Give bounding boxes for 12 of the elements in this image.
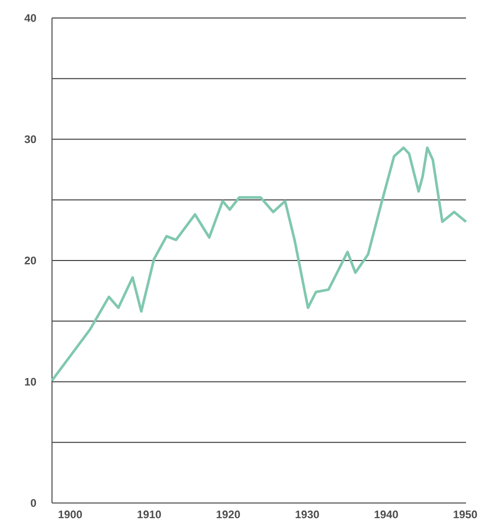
x-tick-label: 1930 <box>296 510 319 518</box>
x-tick-label: 1900 <box>58 510 82 518</box>
y-tick-label: 30 <box>24 135 36 144</box>
x-tick-label: 1940 <box>374 510 398 518</box>
y-tick-label: 10 <box>24 378 36 386</box>
x-tick-label: 1920 <box>216 510 240 518</box>
line-series <box>50 146 468 382</box>
y-tick-label: 0 <box>30 499 36 507</box>
x-tick-label: 1950 <box>454 510 477 518</box>
y-tick-label: 20 <box>24 256 36 264</box>
x-tick-label: 1910 <box>138 510 161 518</box>
y-tick-label: 40 <box>24 14 36 22</box>
